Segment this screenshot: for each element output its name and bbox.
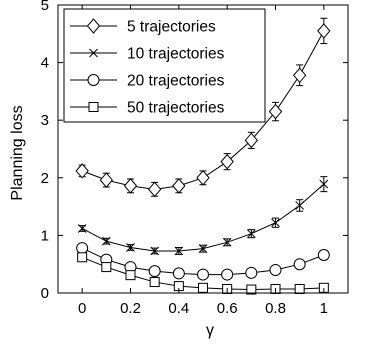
data-point [76,242,89,255]
data-point [245,266,258,279]
legend-entry: 50 trajectories [70,100,225,117]
data-point [198,282,208,293]
y-axis-label: Planning loss [9,105,26,200]
legend-marker [89,48,98,58]
data-point [149,277,160,288]
data-point [198,244,208,254]
y-tick-label: 1 [41,227,49,244]
data-point [126,243,135,252]
data-point [295,201,305,210]
series-x [77,176,329,256]
x-tick-label: 0.4 [168,300,189,317]
data-point [197,268,209,281]
data-point [293,258,306,271]
data-point [293,67,307,84]
x-tick-label: 0.6 [217,300,238,317]
data-point [101,262,112,273]
data-point [77,252,88,263]
legend-label: 5 trajectories [127,19,216,36]
legend-marker [88,102,99,112]
data-point [174,246,184,256]
data-point [172,267,185,280]
series-circle [76,242,330,281]
series-diamond [75,17,331,198]
data-point [294,283,305,294]
axes: 0 0.2 0.4 0.6 0.8 1 0 1 2 3 4 5 [41,0,349,317]
legend-label: 50 trajectories [127,100,225,117]
y-tick-label: 4 [41,55,49,72]
x-axis-label: γ [206,322,214,339]
data-point [150,246,160,256]
data-point [222,237,232,247]
legend-label: 20 trajectories [127,73,225,90]
legend-label: 10 trajectories [127,46,225,63]
data-point [125,270,136,281]
data-point [317,23,331,39]
legend-entry: 20 trajectories [70,73,225,90]
legend-marker [87,74,100,86]
y-tick-label: 0 [41,285,49,302]
data-point [196,170,210,186]
data-point [148,265,161,278]
data-point [221,268,234,281]
data-point [148,181,162,198]
x-tick-label: 1 [320,300,328,317]
legend-marker [86,18,101,34]
data-point [268,103,283,120]
y-tick-label: 2 [41,170,49,187]
y-tick-label: 3 [41,112,49,129]
x-tick-label: 0 [78,300,86,317]
data-point [101,236,111,246]
series-line [81,183,325,252]
data-point [246,229,256,239]
legend-entry: 5 trajectories [70,18,216,36]
data-point [75,163,89,179]
data-point [269,263,282,276]
x-tick-label: 0.2 [120,300,141,317]
data-point [172,178,186,194]
data-point [319,179,329,189]
data-point [317,248,330,261]
data-point [77,224,87,233]
y-tick-label: 5 [41,0,49,14]
data-point [123,178,138,194]
plot-area [75,17,331,295]
legend-entry: 10 trajectories [70,46,225,63]
data-point [271,218,280,228]
legend: 5 trajectories 10 trajectories 20 trajecto… [63,8,266,123]
data-point [220,153,234,170]
data-point [246,284,257,295]
plot-frame [57,4,349,294]
x-tick-label: 0.8 [265,300,286,317]
data-point [99,172,113,188]
data-point [244,132,258,149]
